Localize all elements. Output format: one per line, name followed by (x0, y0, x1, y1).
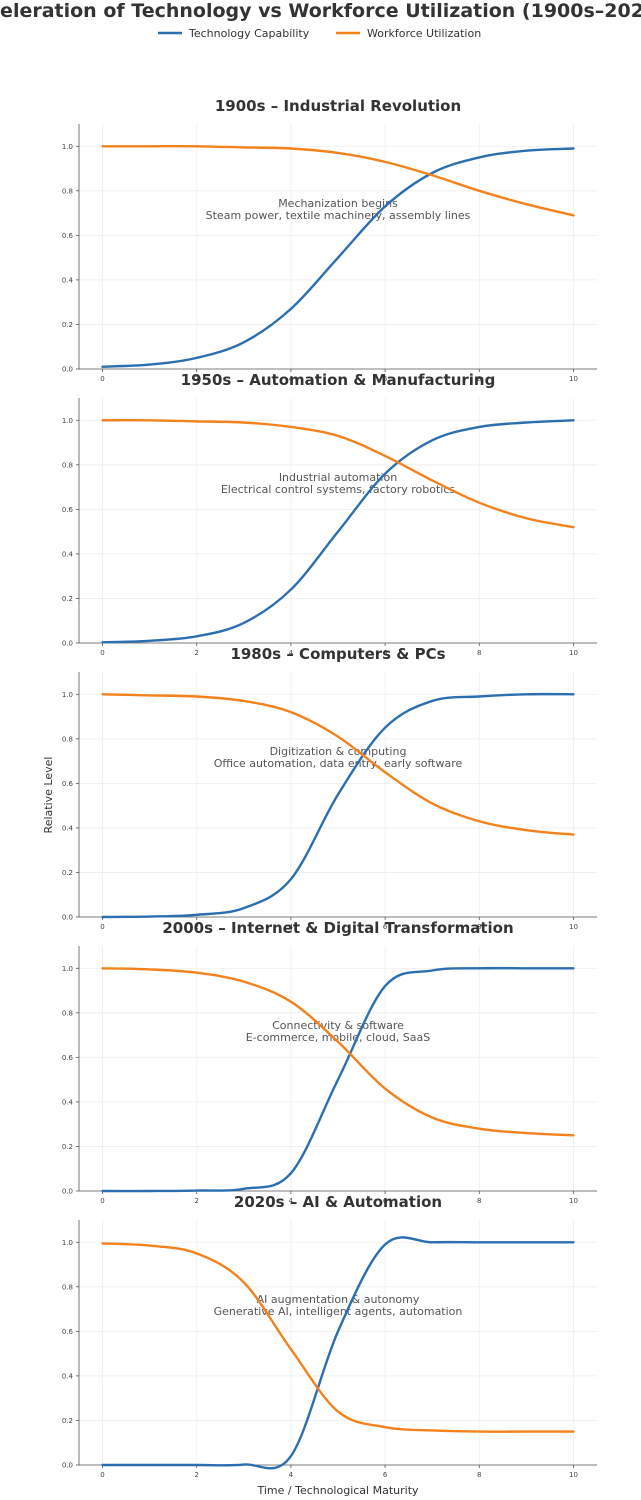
y-tick-label: 0.2 (62, 1417, 73, 1425)
technology-capability-line (101, 419, 575, 644)
y-tick-label: 0.0 (62, 1188, 73, 1196)
x-tick-label: 2 (194, 1197, 198, 1205)
y-tick-label: 0.8 (62, 735, 73, 743)
x-tick-label: 0 (100, 649, 104, 657)
panel-annotation: E-commerce, mobile, cloud, SaaS (246, 1031, 431, 1044)
panel-3: 2000s – Internet & Digital Transformatio… (62, 919, 597, 1205)
y-tick-label: 0.0 (62, 914, 73, 922)
y-tick-label: 1.0 (62, 965, 73, 973)
workforce-utilization-line (101, 693, 575, 836)
panel-annotation: AI augmentation & autonomy (257, 1293, 420, 1306)
y-tick-label: 0.6 (62, 506, 74, 514)
y-tick-label: 0.0 (62, 640, 73, 648)
y-tick-label: 0.4 (62, 1098, 74, 1106)
technology-capability-line (101, 1236, 575, 1470)
panel-title: 2000s – Internet & Digital Transformatio… (162, 919, 513, 937)
y-tick-label: 0.6 (62, 1054, 74, 1062)
x-tick-label: 4 (289, 649, 294, 657)
y-tick-label: 0.4 (62, 824, 74, 832)
y-tick-label: 1.0 (62, 1239, 73, 1247)
y-tick-label: 0.2 (62, 321, 73, 329)
panel-title: 1950s – Automation & Manufacturing (181, 371, 496, 389)
y-tick-label: 1.0 (62, 691, 73, 699)
y-tick-label: 0.2 (62, 595, 73, 603)
x-tick-label: 10 (569, 1197, 578, 1205)
legend: Technology Capability Workforce Utilizat… (158, 27, 481, 40)
x-tick-label: 8 (477, 923, 481, 931)
legend-label-workforce: Workforce Utilization (367, 27, 481, 40)
x-tick-label: 0 (100, 1471, 104, 1479)
workforce-utilization-line (101, 967, 575, 1137)
x-tick-label: 10 (569, 649, 578, 657)
x-tick-label: 8 (477, 649, 481, 657)
panel-annotation: Office automation, data entry, early sof… (214, 757, 463, 770)
technology-capability-line (101, 692, 575, 919)
x-tick-label: 2 (194, 923, 198, 931)
panel-title: 2020s – AI & Automation (234, 1193, 442, 1211)
y-tick-label: 0.4 (62, 1372, 74, 1380)
x-tick-label: 6 (383, 375, 388, 383)
y-tick-label: 0.6 (62, 1328, 74, 1336)
panel-2: 1980s – Computers & PCs 0.0 0.2 0.4 0.6 0.8 1.… (62, 645, 597, 931)
x-tick-label: 0 (100, 923, 104, 931)
y-tick-label: 1.0 (62, 417, 73, 425)
y-tick-label: 0.4 (62, 276, 74, 284)
x-tick-label: 4 (289, 923, 294, 931)
panel-title: 1980s – Computers & PCs (230, 645, 445, 663)
x-tick-label: 2 (194, 649, 198, 657)
y-tick-label: 0.8 (62, 461, 73, 469)
x-tick-label: 8 (477, 1471, 481, 1479)
chart-title: Acceleration of Technology vs Workforce … (0, 0, 641, 22)
panel-4: 2020s – AI & Automation 0.0 0.2 0.4 0.6 0.8 1.… (62, 1193, 597, 1479)
workforce-utilization-line (101, 418, 575, 529)
x-tick-label: 8 (477, 1197, 481, 1205)
panel-annotation: Mechanization begins (278, 197, 398, 210)
y-tick-label: 0.8 (62, 1009, 73, 1017)
x-tick-label: 6 (383, 1471, 388, 1479)
panel-annotation: Connectivity & software (272, 1019, 404, 1032)
y-tick-label: 0.8 (62, 1283, 73, 1291)
y-tick-label: 0.0 (62, 1462, 73, 1470)
technology-capability-line (101, 147, 575, 368)
x-tick-label: 8 (477, 375, 481, 383)
y-tick-label: 0.0 (62, 366, 73, 374)
x-tick-label: 6 (383, 649, 388, 657)
x-tick-label: 10 (569, 1471, 578, 1479)
y-axis-label: Relative Level (42, 757, 55, 834)
x-tick-label: 6 (383, 923, 388, 931)
x-tick-label: 10 (569, 375, 578, 383)
workforce-utilization-line (101, 144, 575, 217)
x-tick-label: 4 (289, 1471, 294, 1479)
panels: 1900s – Industrial Revolution 0.0 0.2 0.4 0.… (62, 97, 597, 1479)
y-tick-label: 0.6 (62, 232, 74, 240)
workforce-utilization-line (101, 1242, 575, 1433)
y-tick-label: 0.4 (62, 550, 74, 558)
x-tick-label: 2 (194, 375, 198, 383)
x-tick-label: 6 (383, 1197, 388, 1205)
x-tick-label: 4 (289, 1197, 294, 1205)
x-tick-label: 2 (194, 1471, 198, 1479)
y-tick-label: 0.2 (62, 1143, 73, 1151)
panel-annotation: Steam power, textile machinery, assembly… (206, 209, 471, 222)
panel-annotation: Digitization & computing (270, 745, 407, 758)
x-tick-label: 10 (569, 923, 578, 931)
technology-capability-line (101, 966, 575, 1193)
x-tick-label: 4 (289, 375, 294, 383)
panel-annotation: Generative AI, intelligent agents, autom… (214, 1305, 463, 1318)
panel-annotation: Industrial automation (279, 471, 397, 484)
y-tick-label: 1.0 (62, 143, 73, 151)
panel-1: 1950s – Automation & Manufacturing 0.0 0.2… (62, 371, 597, 657)
y-tick-label: 0.2 (62, 869, 73, 877)
x-axis-label: Time / Technological Maturity (256, 1484, 419, 1497)
y-tick-label: 0.6 (62, 780, 74, 788)
x-tick-label: 0 (100, 375, 104, 383)
y-tick-label: 0.8 (62, 187, 73, 195)
x-tick-label: 0 (100, 1197, 104, 1205)
legend-label-technology: Technology Capability (188, 27, 310, 40)
panel-annotation: Electrical control systems, factory robo… (221, 483, 456, 496)
panel-0: 1900s – Industrial Revolution 0.0 0.2 0.4 0.… (62, 97, 597, 383)
panel-title: 1900s – Industrial Revolution (215, 97, 461, 115)
